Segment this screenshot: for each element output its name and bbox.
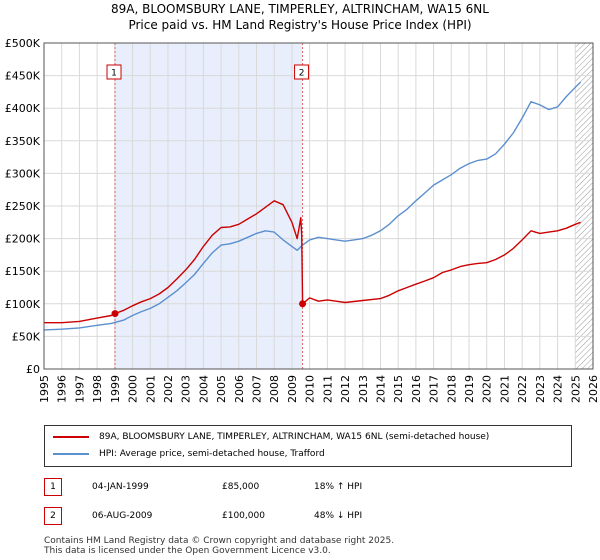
x-tick-label: 2003 <box>180 375 193 403</box>
sale-date: 04-JAN-1999 <box>92 482 149 492</box>
y-tick-label: £150K <box>5 265 41 278</box>
x-tick-label: 1995 <box>38 375 51 403</box>
y-tick-label: £350K <box>5 135 41 148</box>
y-tick-label: £250K <box>5 200 41 213</box>
x-tick-label: 1998 <box>91 375 104 403</box>
legend: 89A, BLOOMSBURY LANE, TIMPERLEY, ALTRINC… <box>44 425 572 467</box>
x-tick-label: 1997 <box>73 375 86 403</box>
x-tick-label: 2000 <box>127 375 140 403</box>
y-tick-label: £400K <box>5 102 41 115</box>
x-tick-label: 2012 <box>339 375 352 403</box>
y-tick-label: £500K <box>5 37 41 50</box>
x-tick-label: 2017 <box>428 375 441 403</box>
x-tick-label: 2021 <box>498 375 511 403</box>
sale-hpi-comparison: 48% ↓ HPI <box>314 511 363 521</box>
x-tick-label: 2020 <box>481 375 494 403</box>
sale-date: 06-AUG-2009 <box>92 511 153 521</box>
y-tick-label: £100K <box>5 298 41 311</box>
legend-label-property: 89A, BLOOMSBURY LANE, TIMPERLEY, ALTRINC… <box>99 432 490 442</box>
sale-price: £100,000 <box>222 511 265 521</box>
plot-frame <box>43 42 594 370</box>
x-tick-label: 2022 <box>516 375 529 403</box>
x-tick-label: 2004 <box>197 375 210 403</box>
sale-point <box>111 310 119 318</box>
x-tick-label: 2024 <box>552 375 565 403</box>
sale-marker-label: 2 <box>299 69 305 79</box>
sale-price: £85,000 <box>222 482 260 492</box>
sale-point <box>299 300 307 308</box>
series-line-hpi <box>43 81 582 331</box>
sale-marker-label: 1 <box>111 69 117 79</box>
legend-label-hpi: HPI: Average price, semi-detached house,… <box>99 449 325 459</box>
x-tick-label: 2026 <box>587 375 600 403</box>
x-tick-label: 2014 <box>374 375 387 403</box>
x-tick-label: 2009 <box>286 375 299 403</box>
y-tick-label: £200K <box>5 233 41 246</box>
x-tick-label: 2013 <box>357 375 370 403</box>
x-tick-label: 2005 <box>215 375 228 403</box>
y-tick-label: £450K <box>5 70 41 83</box>
x-tick-label: 2001 <box>144 375 157 403</box>
x-tick-label: 2018 <box>445 375 458 403</box>
x-tick-label: 2016 <box>410 375 423 403</box>
y-tick-label: £0 <box>26 363 40 376</box>
x-tick-label: 2011 <box>321 375 334 403</box>
sale-number-badge: 2 <box>44 507 62 525</box>
chart-area: 1 2 £0 £50K £100K £150K £200K £250K £300K £350K £4… <box>5 37 600 403</box>
series-line-property <box>44 200 581 324</box>
footer-copyright: Contains HM Land Registry data © Crown c… <box>44 536 395 546</box>
chart-subtitle: Price paid vs. HM Land Registry's House … <box>128 18 472 32</box>
y-tick-label: £50K <box>12 330 41 343</box>
sale-number-badge: 1 <box>44 478 62 496</box>
x-tick-label: 2006 <box>233 375 246 403</box>
x-tick-label: 2008 <box>268 375 281 403</box>
x-tick-label: 2019 <box>463 375 476 403</box>
footer-licence: This data is licensed under the Open Gov… <box>44 546 331 556</box>
x-tick-label: 2025 <box>569 375 582 403</box>
x-tick-label: 2010 <box>304 375 317 403</box>
sale-marker-box <box>106 64 122 80</box>
legend-swatch-hpi <box>53 453 89 455</box>
x-tick-label: 2002 <box>162 375 175 403</box>
x-tick-label: 1999 <box>109 375 122 403</box>
x-tick-label: 2023 <box>534 375 547 403</box>
x-tick-label: 1996 <box>56 375 69 403</box>
x-tick-label: 2007 <box>251 375 264 403</box>
y-tick-label: £300K <box>5 167 41 180</box>
x-tick-label: 2015 <box>392 375 405 403</box>
sale-marker-box <box>294 64 310 80</box>
sale-hpi-comparison: 18% ↑ HPI <box>314 482 363 492</box>
chart-title: 89A, BLOOMSBURY LANE, TIMPERLEY, ALTRINC… <box>111 2 489 16</box>
legend-swatch-property <box>53 436 89 438</box>
